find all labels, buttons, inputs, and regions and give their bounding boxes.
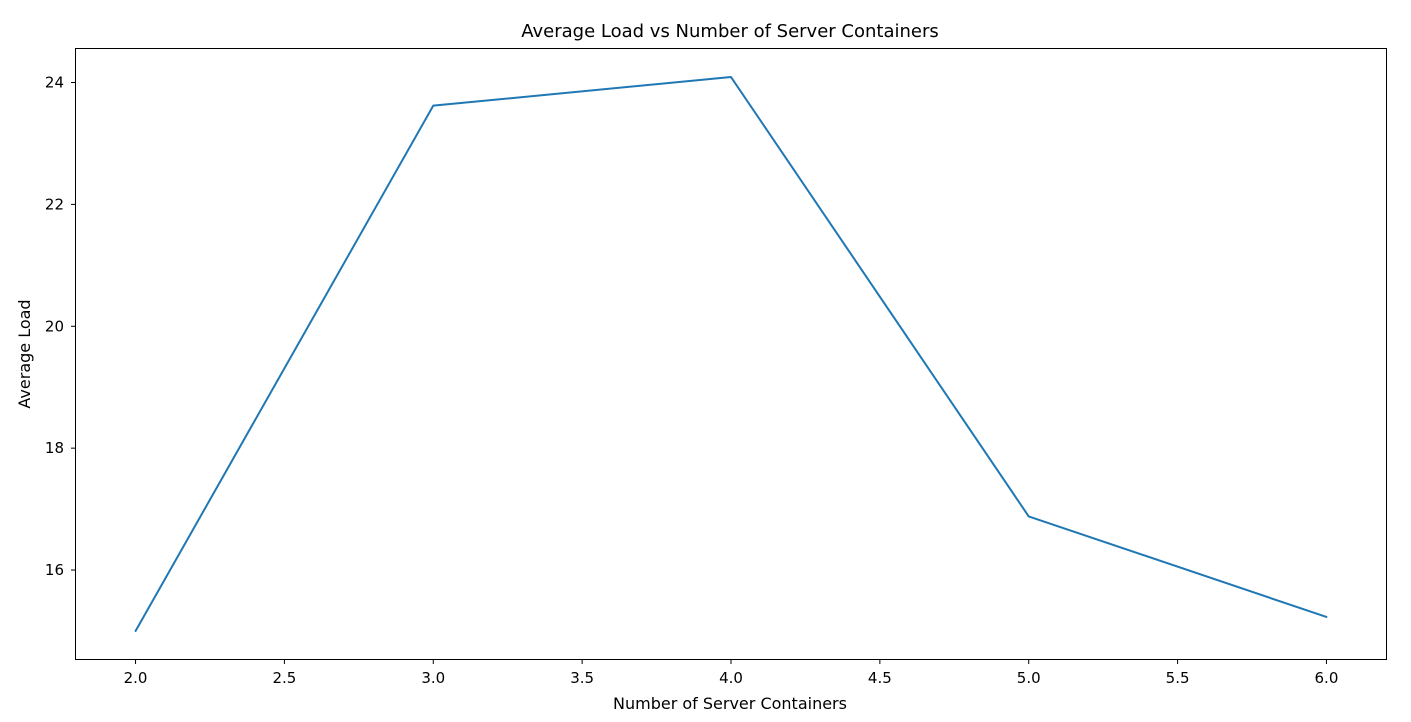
y-tick-label: 22 [45, 195, 64, 213]
y-axis-label: Average Load [15, 299, 34, 408]
series-line-0 [134, 76, 1328, 632]
x-tick-label: 3.0 [421, 669, 445, 687]
x-axis-label: Number of Server Containers [613, 694, 847, 713]
plot-area-frame [75, 48, 1387, 660]
chart-title: Average Load vs Number of Server Contain… [521, 21, 938, 42]
x-tick-label: 4.0 [719, 669, 743, 687]
y-tick-label: 16 [45, 561, 64, 579]
x-tick-label: 2.5 [272, 669, 296, 687]
y-tick-label: 24 [45, 74, 64, 92]
x-tick-label: 5.0 [1017, 669, 1041, 687]
x-axis-ticks: 2.0 2.5 3.0 3.5 4.0 4.5 5.0 5.5 6.0 [124, 659, 1339, 687]
y-axis-ticks: 16 18 20 22 24 [45, 74, 76, 579]
x-tick-label: 5.5 [1166, 669, 1190, 687]
x-tick-label: 2.0 [124, 669, 148, 687]
x-tick-label: 4.5 [868, 669, 892, 687]
x-tick-label: 6.0 [1315, 669, 1339, 687]
x-tick-label: 3.5 [570, 669, 594, 687]
y-tick-label: 20 [45, 317, 64, 335]
y-tick-label: 18 [45, 439, 64, 457]
series-group [134, 76, 1328, 632]
